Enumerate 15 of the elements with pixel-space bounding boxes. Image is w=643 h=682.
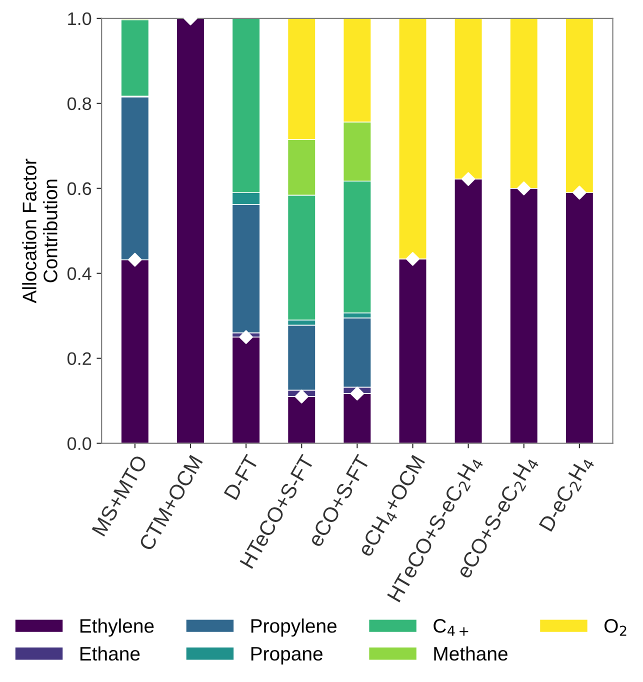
legend-label: Propane [251,647,322,664]
y-tick-label: 0.4 [67,267,92,280]
x-tick-label: D-eC$_{2}$H$_{4}$ [538,454,595,534]
y-tick-label: 1.0 [68,12,92,26]
y-tick-label: 0.0 [67,437,92,450]
legend-label: Propylene [251,618,337,637]
legend-label: Ethane [80,646,140,661]
y-tick-label: 0.8 [67,97,92,110]
y-tick-label: 0.6 [67,182,92,196]
legend-label: Ethylene [80,618,154,637]
y-axis-title: Allocation Factor Contribution [22,158,58,304]
y-tick-label: 0.2 [67,352,91,366]
legend-label: C$_{4+}$ [434,619,468,636]
legend-label: O$_{2}$ [604,619,626,636]
legend-label: Methane [434,646,508,661]
